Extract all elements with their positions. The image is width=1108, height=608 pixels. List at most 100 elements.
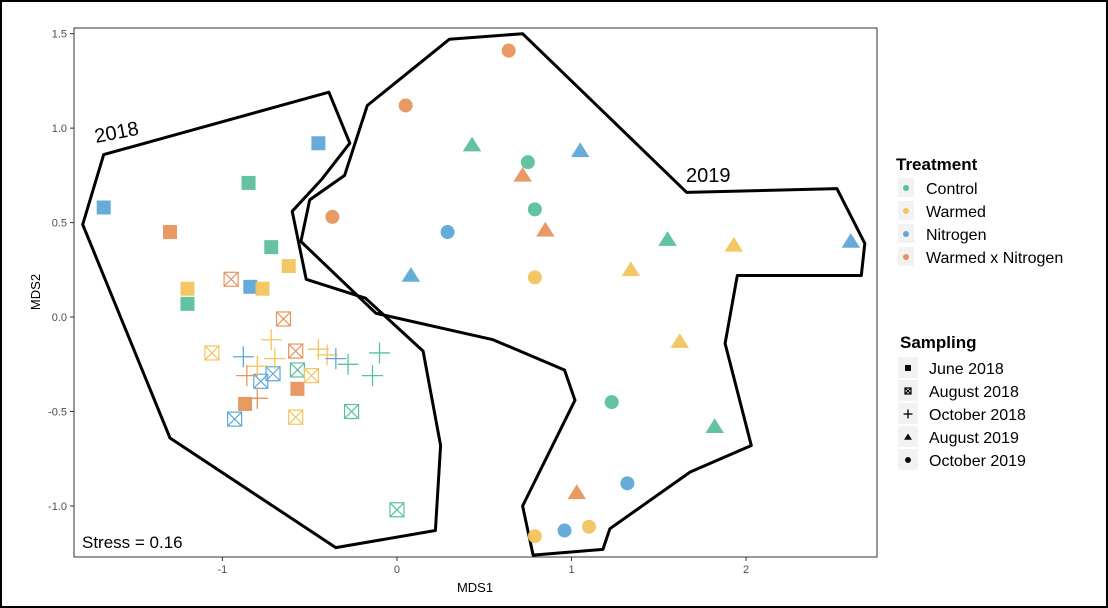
points-layer <box>96 43 861 544</box>
point-plus-2-10 <box>362 365 384 387</box>
point-square-0-10 <box>290 381 305 396</box>
point-circle-4-7 <box>604 395 619 410</box>
y-tick-label: 1.0 <box>52 123 67 135</box>
legend-treatment-title: Treatment <box>896 155 978 174</box>
legend-treatment-label: Control <box>926 181 978 198</box>
point-square-0-2 <box>241 175 256 190</box>
point-square-0-6 <box>180 281 195 296</box>
y-axis-title: MDS2 <box>28 274 43 310</box>
hull-2018 <box>81 90 443 550</box>
point-circle-4-10 <box>557 523 572 538</box>
x-tick-label: 0 <box>394 564 400 576</box>
point-circle-4-8 <box>620 476 635 491</box>
point-triangle-3-1 <box>570 142 590 158</box>
point-square-0-8 <box>255 281 270 296</box>
legend-key-circle <box>905 457 911 463</box>
legend-treatment: Treatment Control Warmed Nitrogen Warmed x … <box>896 155 1063 267</box>
point-circle-4-0 <box>501 43 516 58</box>
hull-layer <box>81 32 867 557</box>
x-tick-label: 2 <box>743 564 749 576</box>
y-axis: -1.0 -0.5 0.0 0.5 1.0 1.5 <box>48 29 74 513</box>
point-triangle-3-5 <box>724 236 744 252</box>
point-plus-2-5 <box>307 338 329 360</box>
legend-sampling-label: June 2018 <box>929 361 1004 378</box>
y-tick-label: 0.0 <box>52 312 67 324</box>
x-axis-title: MDS1 <box>457 580 493 595</box>
point-square-0-9 <box>180 296 195 311</box>
point-square-0-0 <box>96 200 111 215</box>
y-tick-label: -1.0 <box>48 501 67 513</box>
point-square-0-7 <box>243 279 258 294</box>
legend-key-dot <box>903 185 909 191</box>
point-square-0-1 <box>311 136 326 151</box>
y-tick-label: -0.5 <box>48 407 67 419</box>
point-plus-2-2 <box>246 355 268 377</box>
point-plus-2-9 <box>368 342 390 364</box>
point-plus-2-1 <box>232 346 254 368</box>
legend-key-square <box>905 365 911 371</box>
annotation-2019: 2019 <box>686 165 731 187</box>
point-circle-4-4 <box>325 209 340 224</box>
legend-sampling-label: August 2018 <box>929 384 1019 401</box>
point-boxx-1-11 <box>389 502 405 518</box>
y-tick-label: 0.5 <box>52 218 67 230</box>
point-boxx-1-9 <box>288 409 304 425</box>
point-triangle-3-8 <box>621 261 641 277</box>
stress-label: Stress = 0.16 <box>82 533 183 552</box>
point-boxx-1-3 <box>288 343 304 359</box>
point-circle-4-5 <box>440 225 455 240</box>
point-square-0-11 <box>238 396 253 411</box>
hull-2019 <box>299 32 867 557</box>
point-boxx-1-7 <box>303 368 320 384</box>
legend-sampling: Sampling June 2018 August 2018 October 201… <box>898 333 1026 470</box>
point-square-0-5 <box>281 259 296 274</box>
point-plus-2-11 <box>246 387 268 409</box>
x-axis: -1 0 1 2 <box>217 557 749 576</box>
point-circle-4-3 <box>527 202 542 217</box>
legend-key-plus <box>903 409 913 419</box>
legend-key-dot <box>903 208 909 214</box>
legend-sampling-label: August 2019 <box>929 430 1019 447</box>
legend-treatment-label: Warmed <box>926 204 986 221</box>
legend-sampling-label: October 2018 <box>929 407 1026 424</box>
point-triangle-3-11 <box>567 484 586 500</box>
point-plus-2-6 <box>316 344 338 366</box>
point-triangle-3-3 <box>536 221 555 237</box>
point-circle-4-6 <box>527 270 542 285</box>
point-boxx-1-0 <box>223 271 239 287</box>
point-triangle-3-10 <box>705 418 724 433</box>
point-triangle-3-7 <box>401 267 421 282</box>
point-plus-2-7 <box>325 348 347 370</box>
point-triangle-3-6 <box>841 233 861 248</box>
x-tick-label: 1 <box>568 564 574 576</box>
point-boxx-1-8 <box>227 411 243 427</box>
point-circle-4-9 <box>527 529 542 544</box>
point-boxx-1-2 <box>204 345 220 361</box>
point-triangle-3-2 <box>513 166 532 182</box>
legend-sampling-label: October 2019 <box>929 453 1026 470</box>
plot-panel <box>73 27 878 558</box>
point-circle-4-11 <box>581 519 596 534</box>
point-triangle-3-0 <box>462 136 482 152</box>
point-triangle-3-4 <box>658 231 677 246</box>
point-plus-2-3 <box>264 348 286 370</box>
point-triangle-3-9 <box>670 333 689 348</box>
legend-key-boxx <box>904 387 912 395</box>
point-boxx-1-10 <box>343 403 360 420</box>
point-plus-2-4 <box>236 365 258 387</box>
point-circle-4-1 <box>398 98 413 113</box>
legend-key-dot <box>903 254 909 260</box>
x-tick-label: -1 <box>217 564 227 576</box>
point-square-0-3 <box>163 225 178 240</box>
point-plus-2-8 <box>337 353 359 375</box>
point-plus-2-0 <box>260 329 282 351</box>
legend-treatment-label: Nitrogen <box>926 227 986 244</box>
y-tick-label: 1.5 <box>52 29 67 41</box>
legend-sampling-title: Sampling <box>900 333 977 352</box>
point-boxx-1-6 <box>253 373 269 389</box>
point-boxx-1-1 <box>275 311 292 327</box>
point-circle-4-2 <box>520 155 535 170</box>
legend-key-dot <box>903 231 909 237</box>
legend-treatment-label: Warmed x Nitrogen <box>926 250 1063 267</box>
